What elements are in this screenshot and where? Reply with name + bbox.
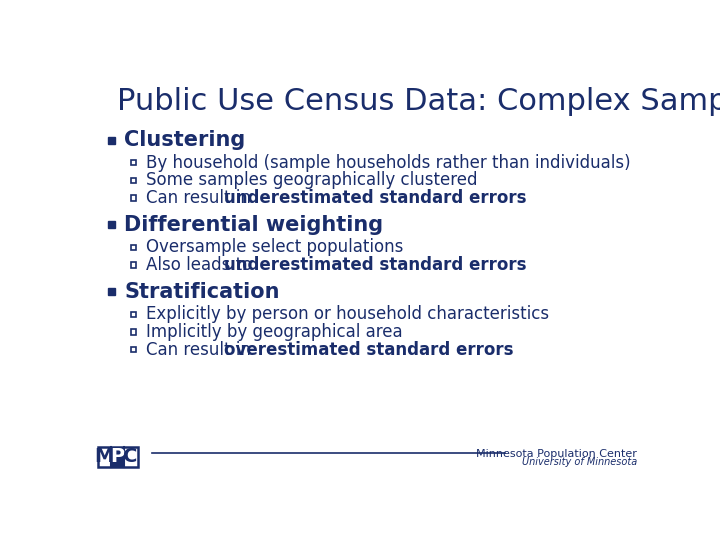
Bar	[108, 221, 115, 228]
Bar	[131, 178, 136, 183]
Text: P: P	[110, 447, 125, 466]
Text: Explicitly by person or household characteristics: Explicitly by person or household charac…	[145, 305, 549, 323]
Text: underestimated standard errors: underestimated standard errors	[224, 256, 526, 274]
Text: M: M	[94, 447, 114, 466]
Bar	[108, 288, 115, 295]
Bar	[108, 137, 115, 144]
Text: Minnesota Population Center: Minnesota Population Center	[476, 449, 637, 458]
Text: Some samples geographically clustered: Some samples geographically clustered	[145, 171, 477, 190]
Text: Oversample select populations: Oversample select populations	[145, 238, 403, 256]
Text: University of Minnesota: University of Minnesota	[522, 457, 637, 467]
Bar	[131, 347, 136, 353]
Text: Stratification: Stratification	[124, 282, 279, 302]
Bar	[131, 195, 136, 201]
Text: overestimated standard errors: overestimated standard errors	[224, 341, 513, 359]
Bar	[111, 447, 124, 467]
Text: By household (sample households rather than individuals): By household (sample households rather t…	[145, 153, 631, 172]
Bar	[131, 329, 136, 335]
Text: Public Use Census Data: Complex Samples: Public Use Census Data: Complex Samples	[117, 87, 720, 116]
Text: Clustering: Clustering	[124, 130, 246, 150]
Text: Implicitly by geographical area: Implicitly by geographical area	[145, 323, 402, 341]
Bar	[131, 245, 136, 250]
Bar	[131, 262, 136, 268]
Bar	[131, 160, 136, 165]
Bar	[131, 312, 136, 317]
Text: underestimated standard errors: underestimated standard errors	[224, 189, 526, 207]
Text: Can result in: Can result in	[145, 341, 256, 359]
Text: C: C	[123, 447, 138, 466]
Text: Can result in: Can result in	[145, 189, 256, 207]
Bar	[98, 447, 138, 467]
Text: Also leads to: Also leads to	[145, 256, 257, 274]
Text: Differential weighting: Differential weighting	[124, 215, 383, 235]
